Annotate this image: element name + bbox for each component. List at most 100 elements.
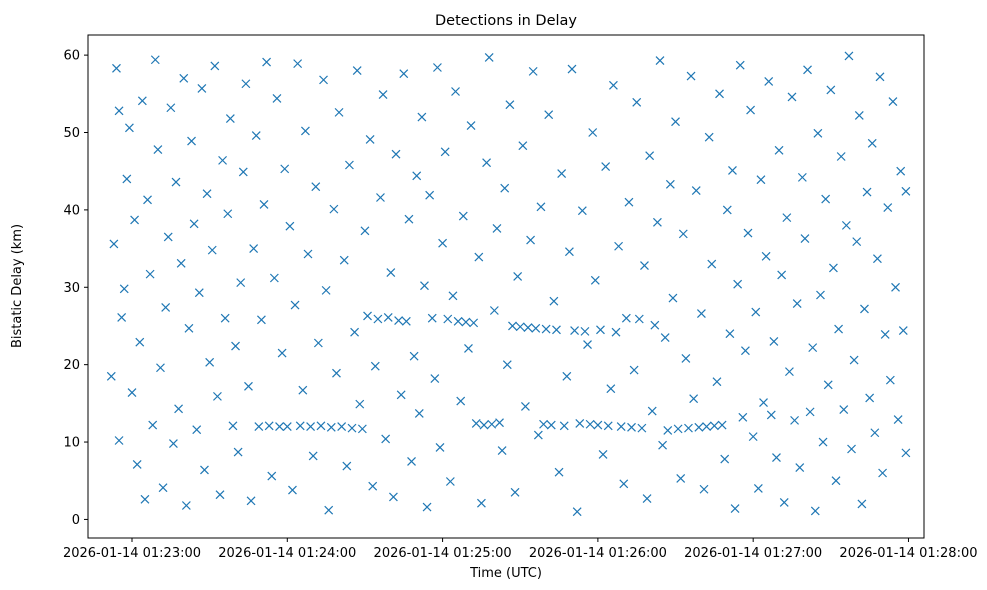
data-point — [443, 314, 453, 324]
data-point — [596, 325, 605, 335]
data-point — [332, 368, 341, 378]
data-point — [570, 326, 580, 336]
data-point — [583, 340, 592, 349]
data-point — [233, 447, 243, 457]
data-point — [637, 423, 647, 433]
data-point — [184, 323, 194, 333]
data-point — [712, 377, 722, 387]
data-point — [329, 204, 339, 214]
data-point — [753, 484, 763, 493]
data-point — [624, 197, 634, 207]
data-point — [601, 162, 611, 171]
data-point — [790, 415, 800, 425]
data-point — [590, 275, 600, 285]
data-point — [140, 494, 150, 504]
data-point — [738, 412, 748, 422]
data-point — [445, 477, 455, 486]
data-point — [210, 61, 220, 71]
data-point — [337, 422, 347, 431]
data-point — [370, 361, 380, 371]
data-point — [593, 420, 603, 430]
data-point — [319, 75, 328, 85]
data-point — [805, 407, 815, 417]
data-point — [671, 117, 680, 127]
data-point — [414, 408, 424, 418]
y-tick-label: 50 — [63, 126, 80, 141]
data-point — [150, 55, 160, 65]
data-point — [642, 494, 652, 503]
data-point — [130, 215, 140, 225]
data-point — [391, 149, 401, 159]
data-point — [696, 309, 706, 319]
data-point — [409, 351, 419, 361]
data-point — [681, 354, 691, 363]
data-point — [621, 313, 631, 323]
data-point — [251, 131, 261, 141]
data-point — [357, 424, 367, 434]
data-point — [722, 205, 732, 215]
data-point — [520, 402, 530, 411]
data-point — [482, 158, 492, 168]
data-point — [166, 103, 176, 113]
y-tick-label: 10 — [63, 436, 80, 451]
data-point — [816, 290, 825, 300]
data-point — [787, 92, 797, 102]
data-point — [694, 422, 704, 432]
data-point — [469, 318, 479, 328]
data-point — [378, 90, 388, 100]
data-point — [880, 330, 890, 339]
data-point — [360, 226, 370, 236]
data-point — [746, 105, 756, 115]
data-point — [376, 193, 385, 202]
data-point — [313, 338, 323, 348]
data-point — [220, 313, 230, 323]
data-point — [720, 454, 730, 464]
data-point — [860, 304, 869, 314]
data-point — [852, 237, 862, 247]
x-tick-label: 2026-01-14 01:26:00 — [529, 546, 667, 561]
data-point — [647, 406, 657, 416]
data-point — [655, 56, 665, 65]
data-point — [844, 51, 854, 61]
data-point — [526, 235, 536, 245]
data-point — [321, 285, 331, 295]
y-tick-label: 30 — [63, 281, 80, 296]
data-point — [704, 132, 714, 142]
data-point — [756, 175, 766, 185]
data-point — [324, 505, 334, 515]
data-point — [728, 165, 737, 175]
y-tick-label: 20 — [63, 358, 80, 373]
data-point — [528, 66, 538, 76]
data-point — [702, 422, 712, 431]
data-point — [288, 485, 297, 495]
data-point — [471, 419, 481, 428]
data-point — [417, 112, 427, 122]
data-point — [427, 313, 437, 323]
data-point — [127, 388, 137, 397]
data-point — [808, 343, 818, 353]
data-point — [425, 190, 435, 200]
data-point — [823, 380, 833, 390]
data-point — [725, 329, 735, 339]
data-point — [106, 371, 116, 381]
data-point — [779, 497, 789, 507]
data-point — [634, 314, 644, 324]
data-point — [803, 65, 812, 75]
data-point — [430, 374, 440, 384]
data-point — [355, 399, 365, 409]
data-point — [505, 100, 515, 110]
data-point — [541, 324, 551, 334]
data-point — [244, 381, 253, 391]
y-axis-label: Bistatic Delay (km) — [10, 224, 25, 348]
data-point — [342, 461, 352, 471]
data-point — [575, 419, 585, 428]
data-point — [559, 421, 569, 431]
data-point — [772, 453, 781, 462]
data-point — [114, 436, 124, 445]
data-point — [552, 325, 561, 335]
data-point — [200, 465, 209, 475]
data-point — [567, 64, 577, 74]
data-point — [632, 97, 642, 107]
data-point — [215, 490, 225, 500]
data-point — [148, 420, 158, 430]
